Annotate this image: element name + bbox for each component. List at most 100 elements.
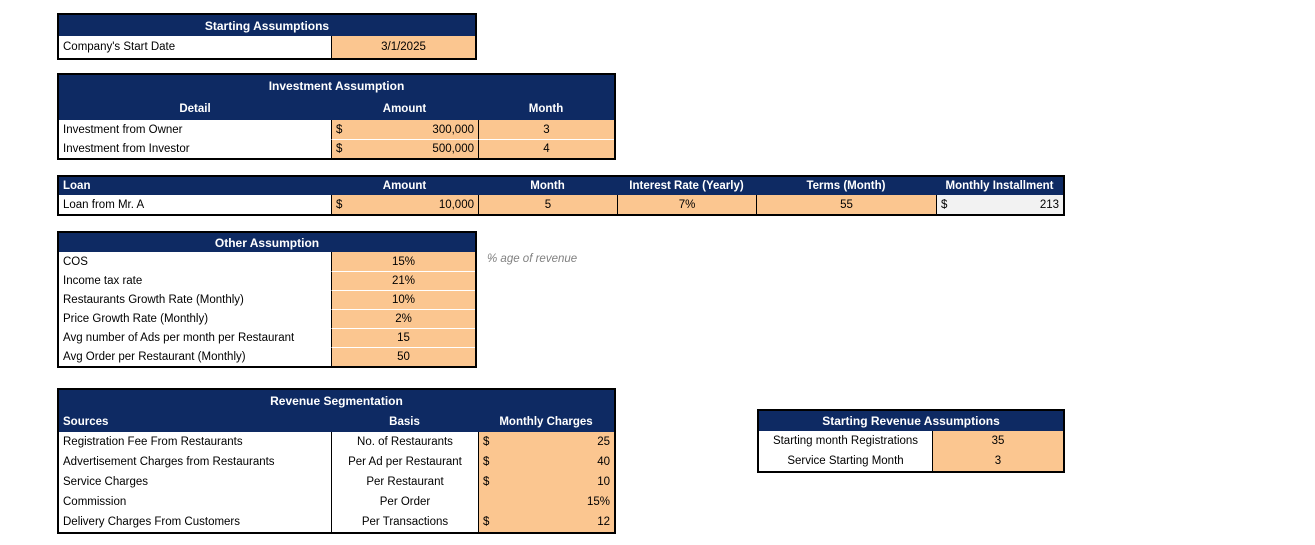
restaurant-growth-label[interactable]: Restaurants Growth Rate (Monthly) — [59, 290, 331, 309]
commission-label[interactable]: Commission — [63, 496, 127, 508]
header-month: Month — [478, 177, 617, 195]
restaurant-growth-input[interactable]: 10% — [331, 290, 475, 309]
currency-symbol: $ — [483, 436, 490, 448]
orders-per-restaurant-input[interactable]: 50 — [331, 347, 475, 366]
charge-value: 40 — [597, 456, 610, 468]
amount-value: 300,000 — [432, 123, 474, 136]
row-starting-registrations: Starting month Registrations 35 — [759, 431, 1063, 451]
starting-registrations-input[interactable]: 35 — [932, 431, 1063, 451]
charge-value: 15% — [586, 496, 610, 508]
cos-label[interactable]: COS — [63, 255, 88, 268]
header-detail: Detail — [59, 97, 331, 120]
investment-investor-month-input[interactable]: 4 — [478, 139, 614, 158]
loan-terms-input[interactable]: 55 — [756, 195, 936, 214]
revenue-percentage-note: % age of revenue — [487, 253, 578, 265]
price-growth-input[interactable]: 2% — [331, 309, 475, 328]
investment-owner-label[interactable]: Investment from Owner — [63, 123, 183, 136]
advertisement-charges-label[interactable]: Advertisement Charges from Restaurants — [63, 456, 275, 468]
currency-symbol: $ — [336, 143, 343, 155]
header-basis: Basis — [331, 411, 478, 432]
advertisement-charge-input[interactable]: $ 40 — [478, 452, 614, 472]
loan-header-row: Loan Amount Month Interest Rate (Yearly)… — [59, 177, 1063, 195]
orders-per-restaurant-label[interactable]: Avg Order per Restaurant (Monthly) — [59, 347, 331, 366]
loan-amount-input[interactable]: $ 10,000 — [331, 195, 478, 214]
revenue-segmentation-title: Revenue Segmentation — [59, 390, 614, 411]
amount-value: 10,000 — [438, 198, 474, 211]
other-assumption-table: Other Assumption COS 15% Income tax rate… — [57, 231, 477, 368]
investment-header-row: Detail Amount Month — [59, 97, 614, 120]
header-amount: Amount — [331, 177, 478, 195]
row-advertisement-charges: Advertisement Charges from Restaurants P… — [59, 452, 614, 472]
currency-symbol: $ — [941, 198, 948, 211]
starting-revenue-assumptions-table: Starting Revenue Assumptions Starting mo… — [757, 409, 1065, 473]
charge-value: 25 — [597, 436, 610, 448]
header-monthly-charges: Monthly Charges — [478, 411, 614, 432]
loan-name-label[interactable]: Loan from Mr. A — [63, 198, 145, 211]
cos-input[interactable]: 15% — [331, 252, 475, 271]
row-service-starting-month: Service Starting Month 3 — [759, 451, 1063, 471]
company-start-date-label[interactable]: Company's Start Date — [63, 41, 176, 53]
revenue-segmentation-table: Revenue Segmentation Sources Basis Month… — [57, 388, 616, 534]
currency-symbol: $ — [483, 476, 490, 488]
investment-assumption-table: Investment Assumption Detail Amount Mont… — [57, 73, 616, 160]
loan-month-input[interactable]: 5 — [478, 195, 617, 214]
header-month: Month — [478, 97, 614, 120]
row-orders-per-restaurant: Avg Order per Restaurant (Monthly) 50 — [59, 347, 475, 366]
charge-value: 10 — [597, 476, 610, 488]
currency-symbol: $ — [336, 198, 343, 211]
loan-monthly-installment-cell[interactable]: $ 213 — [936, 195, 1063, 214]
header-sources: Sources — [59, 411, 331, 432]
row-price-growth: Price Growth Rate (Monthly) 2% — [59, 309, 475, 328]
currency-symbol: $ — [483, 516, 490, 528]
header-interest-rate: Interest Rate (Yearly) — [617, 177, 756, 195]
income-tax-label[interactable]: Income tax rate — [59, 271, 331, 290]
investment-owner-amount-input[interactable]: $ 300,000 — [331, 120, 478, 139]
delivery-charge-input[interactable]: $ 12 — [478, 512, 614, 532]
registration-fee-label[interactable]: Registration Fee From Restaurants — [63, 436, 243, 448]
starting-assumptions-title: Starting Assumptions — [59, 15, 475, 36]
table-row: Company's Start Date 3/1/2025 — [59, 36, 475, 58]
header-amount: Amount — [331, 97, 478, 120]
delivery-charges-basis[interactable]: Per Transactions — [331, 512, 478, 532]
delivery-charges-label[interactable]: Delivery Charges From Customers — [63, 516, 241, 528]
investment-investor-amount-input[interactable]: $ 500,000 — [331, 139, 478, 158]
header-monthly-installment: Monthly Installment — [936, 177, 1063, 195]
currency-symbol: $ — [483, 456, 490, 468]
currency-symbol: $ — [336, 123, 343, 136]
company-start-date-input[interactable]: 3/1/2025 — [331, 36, 475, 58]
starting-assumptions-table: Starting Assumptions Company's Start Dat… — [57, 13, 477, 60]
investment-owner-month-input[interactable]: 3 — [478, 120, 614, 139]
service-charges-label[interactable]: Service Charges — [63, 476, 149, 488]
charge-value: 12 — [597, 516, 610, 528]
row-cos: COS 15% — [59, 252, 475, 271]
ads-per-month-label[interactable]: Avg number of Ads per month per Restaura… — [59, 328, 331, 347]
investment-assumption-title: Investment Assumption — [59, 75, 614, 97]
service-starting-month-input[interactable]: 3 — [932, 451, 1063, 471]
commission-basis[interactable]: Per Order — [331, 492, 478, 512]
header-terms: Terms (Month) — [756, 177, 936, 195]
installment-value: 213 — [1039, 198, 1059, 211]
row-delivery-charges: Delivery Charges From Customers Per Tran… — [59, 512, 614, 532]
advertisement-charges-basis[interactable]: Per Ad per Restaurant — [331, 452, 478, 472]
commission-charge-input[interactable]: 15% — [478, 492, 614, 512]
ads-per-month-input[interactable]: 15 — [331, 328, 475, 347]
row-commission: Commission Per Order 15% — [59, 492, 614, 512]
investment-row-owner: Investment from Owner $ 300,000 3 — [59, 120, 614, 139]
service-charges-basis[interactable]: Per Restaurant — [331, 472, 478, 492]
starting-revenue-assumptions-title: Starting Revenue Assumptions — [759, 411, 1063, 431]
header-loan: Loan — [59, 177, 331, 195]
investment-investor-label[interactable]: Investment from Investor — [59, 139, 331, 158]
row-service-charges: Service Charges Per Restaurant $ 10 — [59, 472, 614, 492]
loan-interest-input[interactable]: 7% — [617, 195, 756, 214]
registration-fee-charge-input[interactable]: $ 25 — [478, 432, 614, 452]
registration-fee-basis[interactable]: No. of Restaurants — [331, 432, 478, 452]
starting-registrations-label[interactable]: Starting month Registrations — [772, 435, 919, 447]
income-tax-input[interactable]: 21% — [331, 271, 475, 290]
row-income-tax: Income tax rate 21% — [59, 271, 475, 290]
service-charge-input[interactable]: $ 10 — [478, 472, 614, 492]
investment-row-investor: Investment from Investor $ 500,000 4 — [59, 139, 614, 158]
row-registration-fee: Registration Fee From Restaurants No. of… — [59, 432, 614, 452]
service-starting-month-label[interactable]: Service Starting Month — [787, 455, 904, 467]
price-growth-label[interactable]: Price Growth Rate (Monthly) — [59, 309, 331, 328]
